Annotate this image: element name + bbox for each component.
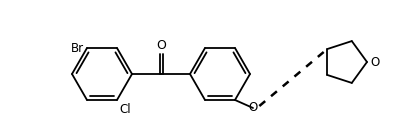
Text: O: O [156, 39, 166, 52]
Text: O: O [248, 101, 258, 115]
Text: Br: Br [71, 42, 84, 55]
Text: O: O [370, 55, 379, 68]
Text: Cl: Cl [119, 103, 131, 116]
